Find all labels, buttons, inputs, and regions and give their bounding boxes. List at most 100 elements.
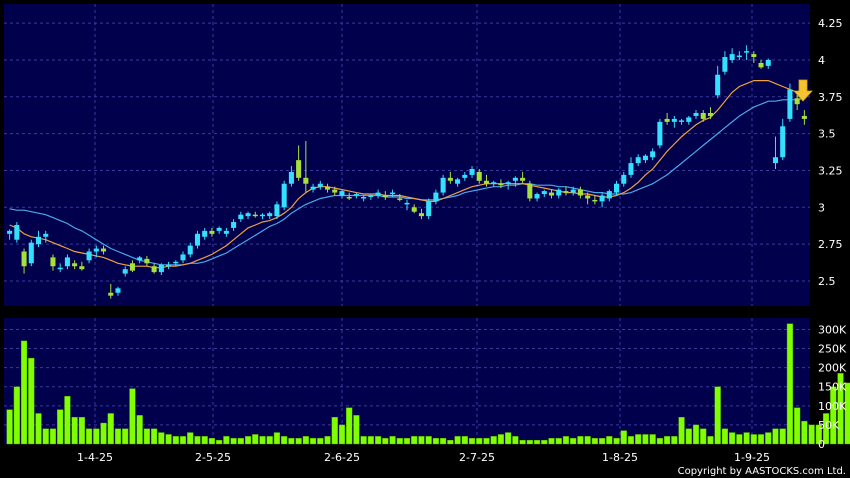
volume-bar — [692, 424, 700, 445]
candle-body — [585, 195, 591, 199]
volume-bar — [324, 436, 331, 445]
volume-bar — [642, 434, 649, 445]
candle-body — [418, 213, 424, 217]
volume-bar — [223, 436, 230, 445]
candle-body — [346, 196, 352, 199]
volume-tick-label: 300K — [818, 323, 847, 336]
volume-bar — [822, 413, 830, 445]
volume-bar — [375, 436, 382, 445]
volume-bar — [757, 434, 765, 445]
candle-body — [339, 191, 345, 196]
candle-body — [245, 213, 251, 217]
candle-body — [129, 263, 135, 271]
candle-body — [108, 292, 114, 296]
candle-body — [173, 261, 179, 264]
volume-bar — [541, 439, 548, 445]
date-tick-label: 1-4-25 — [77, 451, 113, 464]
volume-bar — [411, 436, 418, 445]
price-tick-label: 4.25 — [818, 17, 843, 30]
volume-bar — [570, 438, 577, 445]
candle-body — [534, 194, 540, 199]
candle-body — [758, 62, 764, 68]
price-tick-label: 3.5 — [818, 128, 836, 141]
volume-bar — [714, 386, 721, 445]
volume-tick-label: 250K — [818, 343, 847, 356]
volume-bar — [743, 432, 750, 445]
volume-bar — [331, 417, 338, 445]
volume-bar — [295, 438, 302, 445]
candle-body — [288, 171, 294, 184]
candle-body — [144, 258, 150, 264]
candle-body — [86, 251, 92, 261]
candle-body — [187, 245, 193, 255]
volume-bar — [165, 434, 172, 445]
volume-bar — [201, 436, 208, 445]
candle-body — [628, 163, 634, 175]
candle-body — [93, 248, 99, 252]
candle-body — [382, 195, 388, 198]
candle-body — [801, 115, 807, 119]
candle-body — [158, 264, 164, 273]
candle-body — [671, 118, 677, 122]
volume-bar — [389, 436, 396, 445]
candlesticks — [7, 45, 807, 299]
volume-bar — [382, 438, 389, 445]
price-tick-label: 3.75 — [818, 91, 843, 104]
candle-body — [101, 248, 107, 252]
down-arrow-icon — [793, 79, 813, 102]
volume-bar — [114, 428, 122, 445]
volume-bar — [533, 439, 541, 445]
volume-bar — [216, 439, 223, 445]
ma-short-line — [9, 79, 805, 269]
volume-bar — [35, 413, 42, 445]
volume-bar — [468, 438, 476, 445]
volume-bar — [548, 438, 555, 445]
candle-body — [548, 192, 555, 196]
volume-bar — [635, 434, 642, 445]
volume-bar — [454, 436, 461, 445]
volume-bar — [20, 340, 28, 445]
candle-body — [64, 257, 70, 267]
volume-bar — [577, 436, 584, 445]
candle-body — [664, 118, 670, 122]
volume-tick-label: 200K — [818, 362, 847, 375]
volume-bar — [172, 436, 179, 445]
price-tick-label: 4 — [818, 54, 825, 67]
candle-body — [491, 182, 497, 184]
candle-body — [317, 183, 323, 187]
volume-bar — [656, 438, 663, 445]
volume-bar — [700, 428, 707, 445]
candle-body — [353, 194, 359, 196]
volume-bar — [6, 409, 13, 445]
candle-body — [194, 233, 200, 246]
volume-bar — [490, 436, 497, 445]
volume-bar — [505, 432, 512, 445]
candle-body — [115, 288, 121, 293]
volume-bar — [584, 436, 591, 445]
candle-body — [324, 186, 331, 190]
candle-body — [223, 230, 229, 234]
candle-body — [498, 183, 504, 186]
price-tick-label: 3 — [818, 201, 825, 214]
candle-body — [310, 186, 316, 190]
candle-body — [14, 224, 20, 240]
volume-bar — [367, 436, 374, 445]
volume-bar — [93, 428, 100, 445]
volume-bar — [808, 424, 815, 445]
volume-bar — [519, 439, 526, 445]
volume-bar — [707, 436, 714, 445]
volume-bar — [281, 436, 288, 445]
volume-bar — [230, 438, 237, 445]
volume-bar — [526, 439, 533, 445]
price-axis: 2.5 2.75 3 3.25 3.5 3.75 4 4.25 — [818, 17, 843, 288]
volume-bar — [512, 436, 519, 445]
candle-body — [505, 182, 511, 184]
price-panel — [4, 4, 810, 306]
volume-bar — [107, 413, 114, 445]
volume-tick-label: 50K — [818, 419, 840, 432]
volume-bar — [309, 438, 317, 445]
candle-body — [166, 264, 172, 267]
candle-body — [390, 192, 396, 195]
candle-body — [527, 183, 533, 199]
candle-body — [621, 174, 627, 184]
